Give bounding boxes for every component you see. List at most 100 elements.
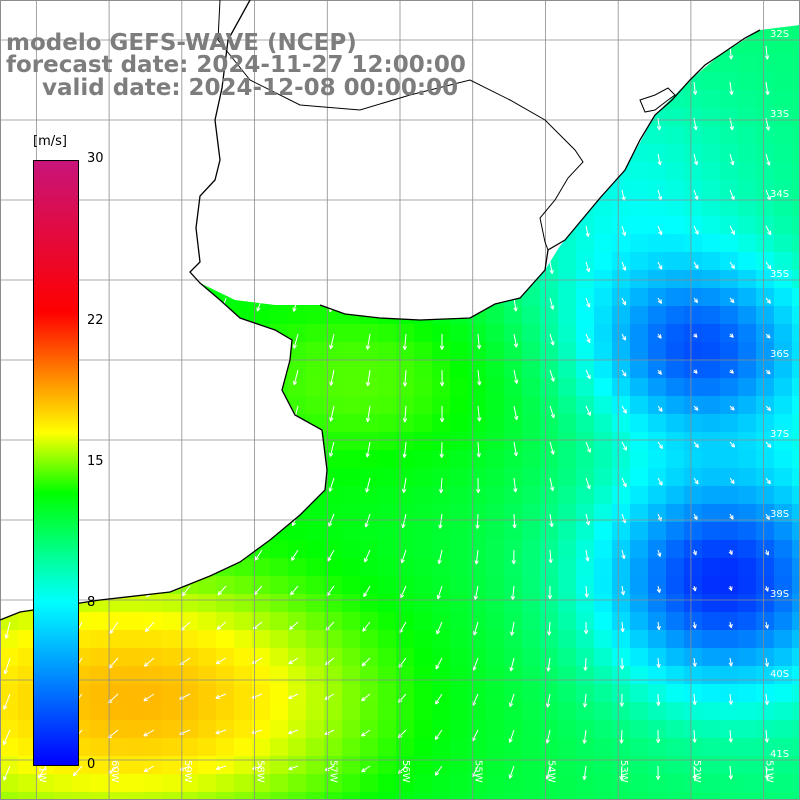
wind-arrow bbox=[324, 729, 335, 736]
wind-speed-cell bbox=[594, 378, 613, 397]
wind-arrow bbox=[477, 405, 481, 422]
wind-speed-cell bbox=[306, 792, 325, 800]
wind-speed-cell bbox=[792, 792, 800, 800]
wind-arrow bbox=[143, 765, 155, 772]
wind-arrow-head bbox=[510, 631, 515, 636]
wind-arrow-head bbox=[361, 768, 366, 773]
wind-speed-cell bbox=[666, 738, 685, 757]
wind-speed-cell bbox=[756, 360, 775, 379]
wind-speed-cell bbox=[0, 666, 19, 685]
wind-arrow-head bbox=[693, 369, 698, 374]
wind-speed-cell bbox=[342, 684, 361, 703]
wind-arrow-head bbox=[402, 382, 408, 387]
wind-speed-cell bbox=[702, 126, 721, 145]
wind-speed-cell bbox=[234, 684, 253, 703]
wind-arrow-head bbox=[729, 90, 734, 95]
wind-arrow bbox=[621, 297, 627, 306]
wind-speed-cell bbox=[792, 540, 800, 559]
wind-speed-cell bbox=[522, 666, 541, 685]
longitude-label: 55W bbox=[473, 760, 484, 783]
wind-speed-cell bbox=[108, 648, 127, 667]
wind-speed-cell bbox=[666, 288, 685, 307]
wind-speed-cell bbox=[738, 450, 757, 469]
wind-speed-cell bbox=[756, 504, 775, 523]
wind-speed-cell bbox=[414, 792, 433, 800]
wind-arrow-head bbox=[365, 453, 370, 458]
wind-arrow bbox=[3, 765, 11, 781]
wind-speed-cell bbox=[522, 630, 541, 649]
wind-speed-cell bbox=[648, 270, 667, 289]
wind-speed-cell bbox=[90, 684, 109, 703]
wind-speed-cell bbox=[450, 504, 469, 523]
wind-speed-cell bbox=[738, 576, 757, 595]
wind-speed-cell bbox=[522, 756, 541, 775]
wind-arrow-head bbox=[288, 730, 293, 735]
wind-speed-cell bbox=[684, 90, 703, 109]
wind-speed-cell bbox=[486, 432, 505, 451]
wind-speed-cell bbox=[378, 414, 397, 433]
wind-speed-cell bbox=[558, 612, 577, 631]
wind-arrow bbox=[143, 729, 155, 737]
wind-arrow-head bbox=[545, 739, 550, 744]
wind-arrow bbox=[325, 657, 335, 666]
wind-speed-cell bbox=[324, 486, 343, 505]
wind-arrow bbox=[217, 585, 227, 596]
wind-speed-cell bbox=[630, 360, 649, 379]
latitude-label: 38S bbox=[770, 509, 789, 520]
wind-speed-cell bbox=[738, 342, 757, 361]
wind-speed-cell bbox=[630, 540, 649, 559]
wind-speed-cell bbox=[540, 468, 559, 487]
wind-speed-cell bbox=[738, 198, 757, 217]
wind-speed-cell bbox=[306, 630, 325, 649]
wind-arrow bbox=[513, 513, 516, 529]
wind-speed-cell bbox=[378, 468, 397, 487]
wind-arrow bbox=[583, 729, 587, 744]
wind-speed-cell bbox=[594, 252, 613, 271]
wind-arrow bbox=[399, 621, 407, 633]
wind-speed-cell bbox=[504, 324, 523, 343]
wind-speed-cell bbox=[720, 270, 739, 289]
wind-speed-cell bbox=[162, 756, 181, 775]
wind-arrow bbox=[729, 153, 734, 166]
wind-speed-cell bbox=[648, 630, 667, 649]
wind-speed-cell bbox=[756, 108, 775, 127]
wind-speed-cell bbox=[0, 648, 19, 667]
wind-speed-cell bbox=[234, 630, 253, 649]
wind-arrow bbox=[621, 441, 627, 451]
wind-speed-cell bbox=[774, 756, 793, 775]
wind-speed-cell bbox=[144, 720, 163, 739]
wind-speed-cell bbox=[702, 468, 721, 487]
wind-arrow-head bbox=[728, 55, 734, 60]
wind-speed-cell bbox=[342, 504, 361, 523]
wind-speed-cell bbox=[306, 360, 325, 379]
wind-speed-cell bbox=[450, 432, 469, 451]
wind-speed-cell bbox=[342, 540, 361, 559]
wind-speed-cell bbox=[612, 450, 631, 469]
wind-speed-cell bbox=[756, 558, 775, 577]
wind-arrow bbox=[5, 621, 11, 639]
wind-speed-cell bbox=[468, 792, 487, 800]
wind-speed-cell bbox=[684, 522, 703, 541]
wind-speed-cell bbox=[720, 72, 739, 91]
wind-speed-cell bbox=[450, 738, 469, 757]
wind-speed-cell bbox=[738, 324, 757, 343]
wind-speed-cell bbox=[702, 162, 721, 181]
wind-speed-cell bbox=[486, 468, 505, 487]
wind-speed-cell bbox=[792, 36, 800, 55]
wind-speed-cell bbox=[702, 216, 721, 235]
wind-speed-cell bbox=[738, 180, 757, 199]
wind-speed-cell bbox=[594, 360, 613, 379]
wind-speed-cell bbox=[540, 702, 559, 721]
wind-arrow bbox=[109, 621, 119, 634]
wind-speed-cell bbox=[792, 522, 800, 541]
wind-speed-cell bbox=[486, 486, 505, 505]
wind-speed-cell bbox=[414, 522, 433, 541]
wind-speed-cell bbox=[342, 774, 361, 793]
wind-speed-cell bbox=[90, 666, 109, 685]
wind-arrow bbox=[549, 441, 554, 455]
wind-speed-cell bbox=[288, 702, 307, 721]
wind-speed-cell bbox=[414, 648, 433, 667]
wind-speed-cell bbox=[648, 342, 667, 361]
wind-arrow bbox=[765, 657, 768, 667]
